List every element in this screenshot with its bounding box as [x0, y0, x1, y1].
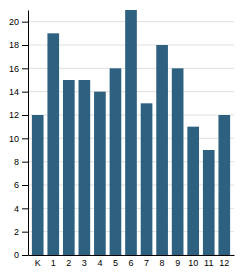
y-tick-mark: [22, 232, 28, 233]
y-tick-label: 6: [14, 180, 19, 190]
x-tick-label: 7: [144, 258, 149, 268]
x-axis-line: [29, 255, 235, 256]
x-tick: 3: [82, 258, 87, 268]
y-axis: 0 2 4 6 8 10 12 14 16 18 20: [9, 11, 29, 261]
y-tick-mark: [22, 22, 28, 23]
bar: [172, 68, 184, 255]
bar: [63, 80, 75, 255]
y-tick: 10: [9, 134, 28, 144]
x-tick: 2: [66, 258, 71, 268]
y-tick-label: 18: [9, 40, 19, 50]
y-tick-mark: [22, 45, 28, 46]
y-tick: 8: [14, 157, 28, 167]
bar: [125, 10, 137, 255]
y-tick: 18: [9, 40, 28, 50]
x-tick-label: 10: [188, 258, 198, 268]
x-tick-label: 8: [160, 258, 165, 268]
y-tick-mark: [22, 255, 28, 256]
x-tick: 10: [188, 258, 198, 268]
bar: [141, 103, 153, 255]
bar: [187, 127, 199, 255]
x-tick: 11: [204, 258, 213, 268]
y-tick: 6: [14, 180, 28, 190]
x-tick-label: 4: [97, 258, 102, 268]
x-tick: 1: [51, 258, 56, 268]
bar: [94, 92, 106, 255]
y-tick-label: 0: [14, 250, 19, 260]
y-tick-label: 14: [9, 87, 19, 97]
x-tick-label: 9: [175, 258, 180, 268]
bar: [47, 33, 59, 255]
y-tick: 4: [14, 204, 28, 214]
bar: [156, 45, 168, 255]
y-tick-mark: [22, 115, 28, 116]
x-tick-label: 1: [51, 258, 56, 268]
x-tick-label: 2: [66, 258, 71, 268]
x-tick: 9: [175, 258, 180, 268]
x-tick-label: 11: [204, 258, 213, 268]
y-tick-label: 8: [14, 157, 19, 167]
x-tick: 6: [128, 258, 133, 268]
bar: [110, 68, 122, 255]
y-tick-label: 10: [9, 134, 19, 144]
y-tick-mark: [22, 185, 28, 186]
x-axis: K123456789101112: [29, 256, 235, 269]
x-tick-label: 5: [113, 258, 118, 268]
x-tick-label: 12: [219, 258, 229, 268]
y-tick-mark: [22, 92, 28, 93]
y-tick: 16: [9, 64, 28, 74]
y-tick: 14: [9, 87, 28, 97]
bar: [79, 80, 91, 255]
x-tick-label: 6: [128, 258, 133, 268]
y-tick-label: 4: [14, 204, 19, 214]
y-tick-mark: [22, 68, 28, 69]
y-tick-label: 12: [9, 110, 19, 120]
y-tick-label: 16: [9, 64, 19, 74]
y-tick-label: 20: [9, 17, 19, 27]
plot: 02468101214161820K123456789101112: [9, 10, 235, 268]
x-tick-label: K: [35, 258, 41, 268]
y-tick-mark: [22, 138, 28, 139]
chart: 02468101214161820K123456789101112: [0, 0, 240, 277]
x-tick-label: 3: [82, 258, 87, 268]
y-axis-line: [28, 11, 29, 256]
y-tick-mark: [22, 162, 28, 163]
y-tick-label: 2: [14, 227, 19, 237]
bars: [32, 10, 230, 255]
y-tick: 0: [14, 250, 28, 260]
y-tick: 2: [14, 227, 28, 237]
x-tick: 4: [97, 258, 102, 268]
bar: [203, 150, 215, 255]
y-tick: 12: [9, 110, 28, 120]
bar: [32, 115, 44, 255]
x-tick: 12: [219, 258, 229, 268]
bar: [218, 115, 230, 255]
x-tick: K: [35, 258, 41, 268]
x-tick: 5: [113, 258, 118, 268]
x-tick: 8: [160, 258, 165, 268]
y-tick-mark: [22, 208, 28, 209]
y-tick: 20: [9, 17, 28, 27]
x-tick: 7: [144, 258, 149, 268]
